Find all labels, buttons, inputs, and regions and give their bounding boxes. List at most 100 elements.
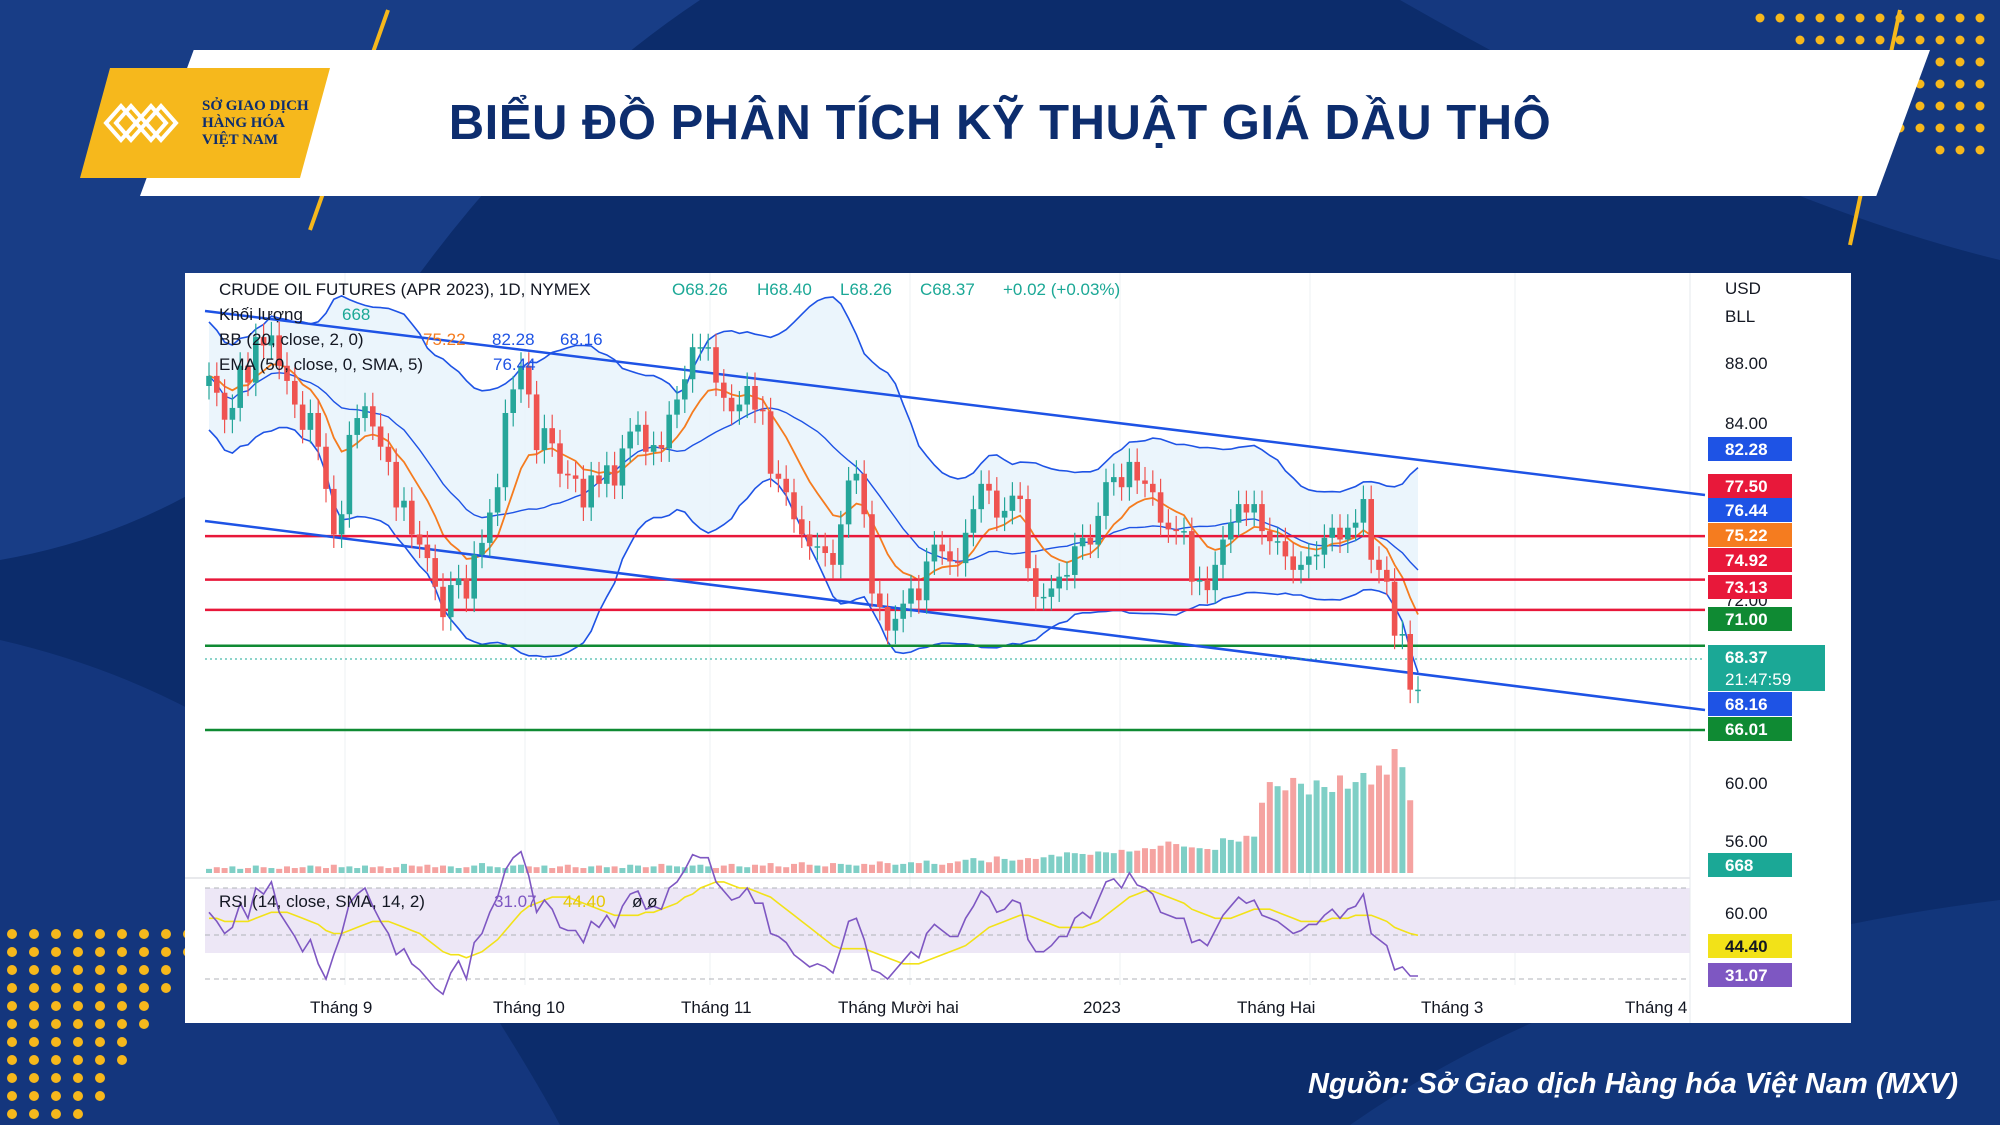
volume-bar [245,868,251,873]
price-chart: CRUDE OIL FUTURES (APR 2023), 1D, NYMEX … [185,273,1851,1023]
volume-bar [666,865,673,873]
candle-body [689,347,696,380]
volume-bar [1313,780,1320,873]
legend-bb-upper: 82.28 [492,330,535,349]
candle-body [479,542,485,555]
volume-bar [962,859,969,873]
volume-bar [1259,802,1265,873]
chart-panel: CRUDE OIL FUTURES (APR 2023), 1D, NYMEX … [185,273,1851,1023]
candle-body [1001,510,1008,518]
volume-bar [1009,860,1016,873]
price-tag-bb-upper: 82.28 [1725,440,1768,459]
channel-lower-line [204,519,1706,712]
volume-bar [1399,767,1406,873]
volume-bar [1235,841,1242,873]
volume-bar [783,867,790,873]
candle-body [767,411,774,474]
x-tick: Tháng Mười hai [838,998,959,1017]
candle-body [1048,588,1055,597]
candle-body [1118,477,1125,488]
volume-bar [1212,849,1219,873]
volume-bar [494,867,501,873]
x-tick: 2023 [1083,998,1121,1017]
volume-bar [744,867,751,873]
volume-bar [1321,787,1328,873]
candle-body [1376,559,1382,570]
volume-bar [1048,854,1055,873]
candle-body [877,593,883,608]
volume-bar [354,868,361,873]
volume-bar [978,860,985,873]
candle-body [892,618,899,631]
volume-bar [315,866,322,873]
volume-bar [221,868,228,873]
volume-bar [1344,788,1351,873]
volume-bar [642,867,649,873]
candle-body [643,424,649,452]
volume-bar [393,867,400,873]
rsi-tick: 60.00 [1725,904,1768,923]
volume-bar [822,866,829,873]
candle-body [1040,596,1047,599]
candle-body [463,578,470,599]
volume-bar [377,866,384,873]
candle-body [752,385,758,410]
candle-body [1228,522,1234,540]
candle-body [1329,527,1335,538]
candle-body [1017,495,1023,500]
candle-body [1415,689,1421,692]
candle-body [1157,492,1164,523]
candle-body [221,392,228,420]
candle-body [962,532,969,564]
legend-high: H68.40 [757,280,812,299]
volume-bar [338,867,345,873]
candle-body [1079,537,1086,547]
volume-bar [892,864,899,873]
logo-text: SỞ GIAO DỊCH HÀNG HÓA VIỆT NAM [202,98,309,149]
volume-bar [369,867,376,873]
candle-body [1126,461,1133,488]
candle-body [1009,495,1016,511]
candle-body [1251,504,1257,513]
candle-body [229,407,236,420]
volume-bar [1196,848,1203,873]
volume-bar [915,863,922,873]
rsi-tag-value: 31.07 [1725,966,1768,985]
rsi-value: 31.07 [494,892,537,911]
legend-low: L68.26 [840,280,892,299]
volume-bar [1071,853,1078,873]
candle-body [1064,574,1070,577]
price-tag-last: 68.37 [1725,648,1768,667]
candle-body [986,483,992,491]
candle-body [923,561,930,601]
candle-body [377,426,384,447]
volume-bar [705,866,712,873]
ema-line [208,363,1419,615]
price-tag-countdown: 21:47:59 [1725,670,1791,689]
volume-bar [736,866,743,873]
volume-bar [1095,851,1102,873]
candle-body [635,424,641,432]
volume-bar [479,863,485,873]
candle-body [674,399,680,415]
volume-bar [954,861,961,873]
volume-bar [572,867,579,873]
candle-body [1189,531,1195,582]
volume-bar [830,863,836,873]
volume-bar [323,868,329,873]
price-tag-support-2: 66.01 [1725,720,1768,739]
volume-bar [1157,845,1164,873]
volume-bar [455,868,462,873]
candle-body [1056,576,1062,589]
candle-body [853,473,860,481]
logo-line-3: VIỆT NAM [202,132,278,148]
candle-body [947,551,953,562]
volume-bar [1142,848,1148,873]
volume-bar [1103,852,1109,873]
price-tag-resistance-1: 77.50 [1725,477,1768,496]
volume-bar [596,865,602,873]
volume-bar [1126,851,1133,873]
volume-bar [416,866,423,873]
bollinger-middle [208,372,1419,571]
candle-body [206,375,212,386]
